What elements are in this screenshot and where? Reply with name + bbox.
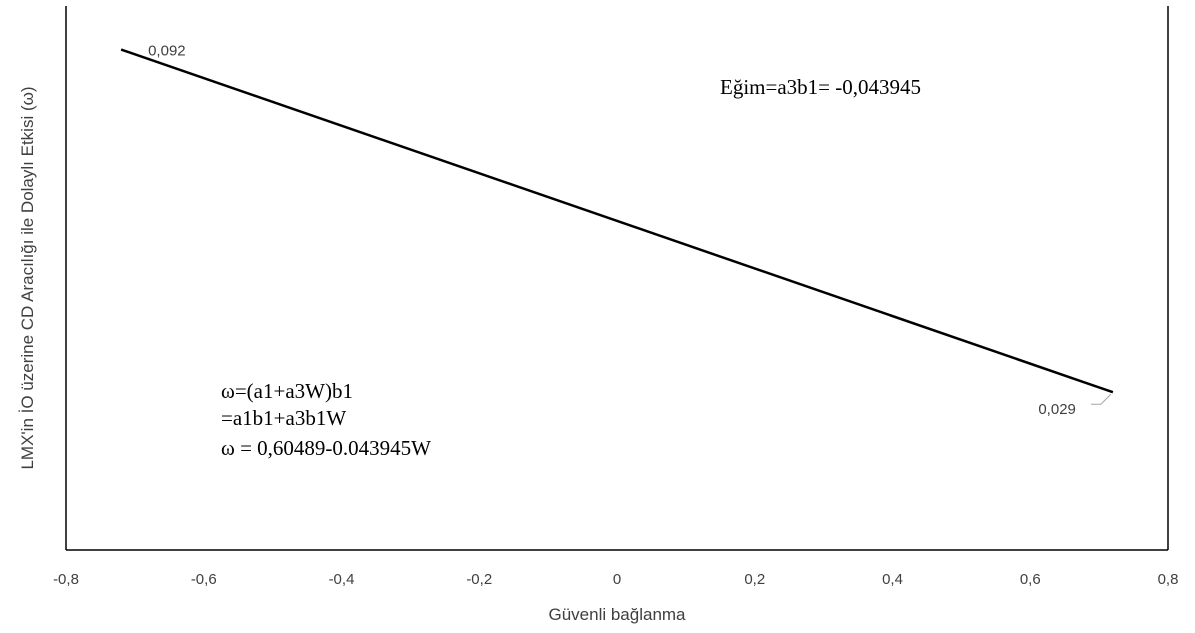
x-tick-label: -0,2 — [466, 571, 492, 588]
x-tick-label: 0,6 — [1020, 571, 1041, 588]
data-label-leader-line — [1090, 393, 1112, 405]
formula-line-1: ω=(a1+a3W)b1 — [221, 379, 353, 403]
series-lines — [120, 48, 1114, 394]
x-tick-labels: -0,8 -0,6 -0,4 -0,2 0 0,2 0,4 0,6 0,8 — [53, 571, 1178, 588]
slope-annotation: Eğim=a3b1= -0,043945 — [720, 75, 921, 99]
data-label: 0,029 — [1038, 401, 1076, 418]
x-tick-label: 0,4 — [882, 571, 903, 588]
formula-line-3: ω = 0,60489-0.043945W — [221, 436, 431, 460]
x-tick-label: 0,2 — [744, 571, 765, 588]
x-tick-label: -0,8 — [53, 571, 79, 588]
x-axis-title: Güvenli bağlanma — [548, 605, 686, 624]
data-labels: 0,092 0,029 — [148, 43, 1112, 418]
formula-line-2: =a1b1+a3b1W — [221, 406, 346, 430]
data-label: 0,092 — [148, 43, 186, 60]
x-tick-label: 0,8 — [1158, 571, 1179, 588]
x-tick-label: 0 — [613, 571, 621, 588]
plot-frame — [65, 6, 1169, 551]
x-tick-label: -0,4 — [329, 571, 355, 588]
series-line — [120, 48, 1114, 394]
y-axis-title: LMX'in İO üzerine CD Aracılığı ile Dolay… — [18, 86, 37, 469]
x-tick-label: -0,6 — [191, 571, 217, 588]
